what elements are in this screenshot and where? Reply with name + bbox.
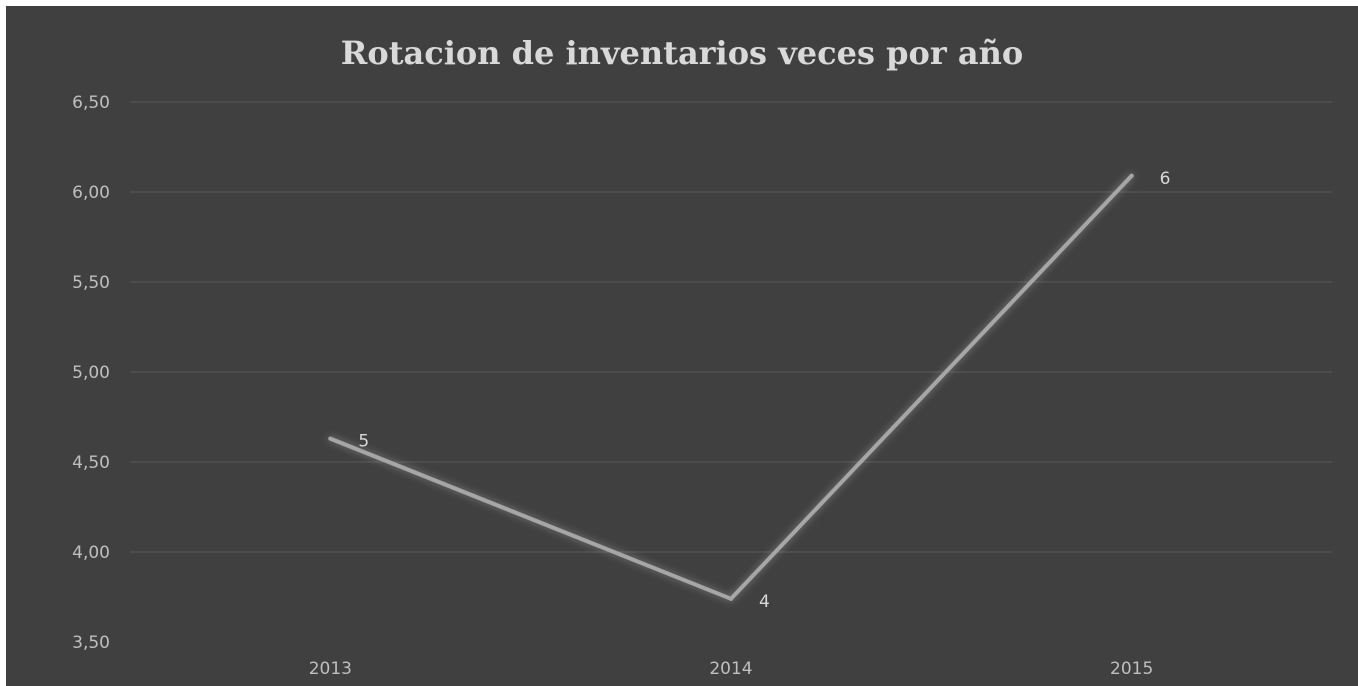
x-tick-label: 2013 xyxy=(309,659,352,679)
data-label: 5 xyxy=(358,432,369,452)
gridlines xyxy=(130,101,1332,553)
data-point xyxy=(328,436,333,441)
series-line xyxy=(328,173,1134,602)
data-point xyxy=(1129,173,1134,178)
chart-title: Rotacion de inventarios veces por año xyxy=(340,34,1024,72)
y-tick-label: 5,50 xyxy=(72,273,110,293)
y-tick-label: 5,00 xyxy=(72,363,110,383)
y-tick-label: 3,50 xyxy=(72,633,110,653)
data-labels: 5 4 6 xyxy=(358,169,1170,612)
y-tick-label: 4,50 xyxy=(72,453,110,473)
data-label: 6 xyxy=(1160,169,1171,189)
y-tick-label: 4,00 xyxy=(72,543,110,563)
series-line-path xyxy=(328,173,1134,602)
data-point xyxy=(729,596,733,601)
x-tick-label: 2015 xyxy=(1110,659,1153,679)
x-tick-label: 2014 xyxy=(709,659,752,679)
y-tick-label: 6,00 xyxy=(72,183,110,203)
data-label: 4 xyxy=(759,592,770,612)
chart-area xyxy=(6,6,1358,686)
x-axis-ticks: 2013 2014 2015 xyxy=(309,659,1154,679)
y-tick-label: 6,50 xyxy=(72,93,110,113)
y-axis-ticks: 3,50 4,00 4,50 5,00 5,50 6,00 6,50 xyxy=(72,93,110,653)
